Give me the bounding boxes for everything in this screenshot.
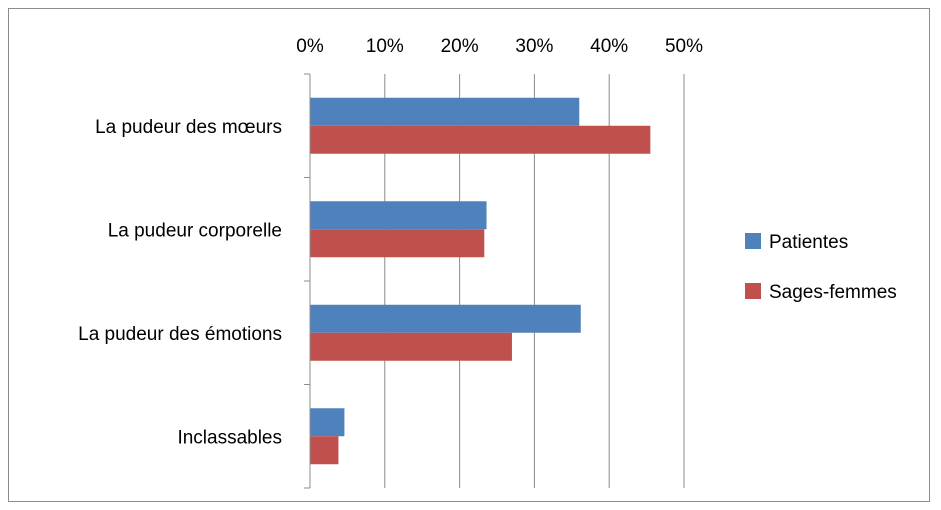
legend-swatch	[745, 233, 761, 249]
category-label: La pudeur des mœurs	[95, 117, 282, 138]
x-tick-label: 0%	[296, 36, 324, 57]
bar-sages-femmes	[310, 436, 339, 465]
category-label: La pudeur des émotions	[78, 324, 282, 345]
legend-swatch	[745, 283, 761, 299]
bar-sages-femmes	[310, 332, 512, 361]
bar-patientes	[310, 97, 580, 126]
category-labels: La pudeur des mœurs La pudeur corporelle L…	[78, 117, 282, 449]
category-label: La pudeur corporelle	[108, 220, 282, 241]
legend: Patientes Sages-femmes	[745, 232, 897, 303]
x-axis-tick-labels: 0% 10% 20% 30% 40% 50%	[296, 36, 703, 57]
x-tick-label: 10%	[366, 36, 404, 57]
x-tick-label: 40%	[590, 36, 628, 57]
x-tick-label: 30%	[515, 36, 553, 57]
category-label: Inclassables	[177, 427, 282, 448]
bar-sages-femmes	[310, 125, 651, 154]
category-axis	[304, 73, 311, 489]
bar-patientes	[310, 408, 345, 437]
x-tick-label: 50%	[665, 36, 703, 57]
bar-sages-femmes	[310, 229, 485, 258]
bar-patientes	[310, 304, 581, 333]
bars	[310, 97, 651, 465]
legend-label: Sages-femmes	[769, 282, 897, 303]
legend-label: Patientes	[769, 232, 848, 253]
x-tick-label: 20%	[441, 36, 479, 57]
bar-patientes	[310, 201, 487, 230]
